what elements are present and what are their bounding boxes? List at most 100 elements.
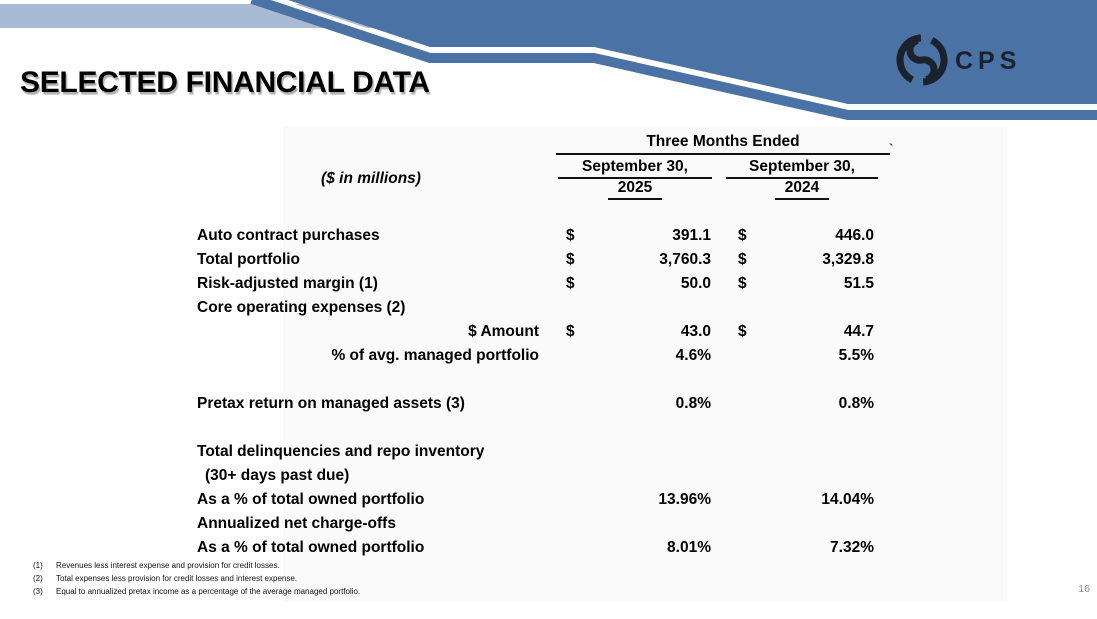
value-cell: 14.04% xyxy=(714,488,878,512)
column-header-2025: September 30, 2025 xyxy=(558,158,712,200)
value-cell xyxy=(545,464,714,488)
currency-symbol: $ xyxy=(566,323,575,340)
value-text: 43.0 xyxy=(680,323,711,340)
value-cell: 8.01% xyxy=(545,536,714,560)
banner-dark-rim xyxy=(250,0,1097,120)
value-cell xyxy=(545,296,714,320)
value-cell xyxy=(714,296,878,320)
banner-dark-polygon xyxy=(288,0,1097,104)
footnote-number: (2) xyxy=(33,574,43,583)
column-header-date: September 30, xyxy=(558,158,712,179)
currency-symbol: $ xyxy=(738,227,747,244)
value-text: 3,760.3 xyxy=(659,251,711,268)
cps-logo-mark xyxy=(896,34,948,86)
value-cell xyxy=(714,440,878,464)
header-banner xyxy=(0,0,1097,120)
currency-symbol: $ xyxy=(738,251,747,268)
spacer-row xyxy=(197,416,878,440)
value-text: 7.32% xyxy=(830,539,874,556)
units-label: ($ in millions) xyxy=(321,170,421,187)
currency-symbol: $ xyxy=(566,275,575,292)
table-row: Total delinquencies and repo inventory xyxy=(197,440,878,464)
stray-tick-mark: ` xyxy=(889,141,894,156)
footnote-text: Equal to annualized pretax income as a p… xyxy=(56,587,361,596)
table-row: Core operating expenses (2) xyxy=(197,296,878,320)
table-row: $ Amount $43.0 $44.7 xyxy=(197,320,878,344)
value-text: 14.04% xyxy=(821,491,874,508)
row-label: As a % of total owned portfolio xyxy=(197,491,425,508)
row-label: As a % of total owned portfolio xyxy=(197,539,425,556)
footnote-number: (1) xyxy=(33,561,43,570)
row-label: Core operating expenses (2) xyxy=(197,299,406,316)
value-cell xyxy=(545,440,714,464)
column-header-date: September 30, xyxy=(726,158,878,179)
financial-rows: Auto contract purchases $391.1 $446.0 Total… xyxy=(197,224,878,560)
footnote-number: (3) xyxy=(33,587,43,596)
value-text: 44.7 xyxy=(843,323,874,340)
value-cell: $51.5 xyxy=(714,272,878,296)
currency-symbol: $ xyxy=(738,323,747,340)
cps-logo: CPS xyxy=(896,34,1021,86)
value-cell: 13.96% xyxy=(545,488,714,512)
footnotes: (1) Revenues less interest expense and pr… xyxy=(33,559,360,598)
footnote-item: (3) Equal to annualized pretax income as … xyxy=(33,585,360,598)
value-text: 8.01% xyxy=(667,539,711,556)
row-label: (30+ days past due) xyxy=(205,467,350,484)
value-cell xyxy=(714,512,878,536)
table-row: Total portfolio $3,760.3 $3,329.8 xyxy=(197,248,878,272)
footnote-text: Total expenses less provision for credit… xyxy=(56,574,298,583)
row-label: Total portfolio xyxy=(197,251,301,268)
footnote-text: Revenues less interest expense and provi… xyxy=(56,561,280,570)
column-header-year: 2025 xyxy=(607,179,663,200)
value-cell: $3,329.8 xyxy=(714,248,878,272)
table-row: As a % of total owned portfolio 8.01% 7.32… xyxy=(197,536,878,560)
row-label: Auto contract purchases xyxy=(197,227,380,244)
table-row: Risk-adjusted margin (1) $50.0 $51.5 xyxy=(197,272,878,296)
value-cell: 7.32% xyxy=(714,536,878,560)
page-title: SELECTED FINANCIAL DATA xyxy=(20,66,430,99)
table-row: As a % of total owned portfolio 13.96% 14.… xyxy=(197,488,878,512)
table-row: Pretax return on managed assets (3) 0.8% 0… xyxy=(197,392,878,416)
value-text: 446.0 xyxy=(835,227,874,244)
value-cell: 0.8% xyxy=(714,392,878,416)
table-row: Auto contract purchases $391.1 $446.0 xyxy=(197,224,878,248)
row-label: Annualized net charge-offs xyxy=(197,515,396,532)
currency-symbol: $ xyxy=(738,275,747,292)
column-header-2024: September 30, 2024 xyxy=(726,158,878,200)
value-text: 391.1 xyxy=(672,227,711,244)
table-backdrop xyxy=(283,127,1007,601)
footnote-item: (1) Revenues less interest expense and pr… xyxy=(33,559,360,572)
row-label: $ Amount xyxy=(468,323,539,340)
value-text: 51.5 xyxy=(843,275,874,292)
value-cell: $391.1 xyxy=(545,224,714,248)
value-cell: $50.0 xyxy=(545,272,714,296)
value-text: 3,329.8 xyxy=(822,251,874,268)
value-cell: $44.7 xyxy=(714,320,878,344)
banner-white-stripe xyxy=(269,0,1097,110)
value-cell: 5.5% xyxy=(714,344,878,368)
value-cell xyxy=(714,464,878,488)
row-label: % of avg. managed portfolio xyxy=(331,347,539,364)
value-text: 5.5% xyxy=(838,347,874,364)
value-text: 50.0 xyxy=(680,275,711,292)
value-cell xyxy=(545,512,714,536)
value-cell: 4.6% xyxy=(545,344,714,368)
row-label: Total delinquencies and repo inventory xyxy=(197,443,485,460)
table-span-header: Three Months Ended xyxy=(556,133,890,155)
value-cell: 0.8% xyxy=(545,392,714,416)
spacer-row xyxy=(197,368,878,392)
row-label: Pretax return on managed assets (3) xyxy=(197,395,465,412)
value-text: 4.6% xyxy=(675,347,711,364)
footnote-item: (2) Total expenses less provision for cre… xyxy=(33,572,360,585)
table-row: % of avg. managed portfolio 4.6% 5.5% xyxy=(197,344,878,368)
row-label: Risk-adjusted margin (1) xyxy=(197,275,378,292)
page-number: 16 xyxy=(1078,583,1090,595)
value-cell: $3,760.3 xyxy=(545,248,714,272)
value-text: 13.96% xyxy=(658,491,711,508)
cps-logo-text: CPS xyxy=(955,47,1021,75)
value-cell: $446.0 xyxy=(714,224,878,248)
currency-symbol: $ xyxy=(566,227,575,244)
value-cell: $43.0 xyxy=(545,320,714,344)
table-row: Annualized net charge-offs xyxy=(197,512,878,536)
value-text: 0.8% xyxy=(675,395,711,412)
